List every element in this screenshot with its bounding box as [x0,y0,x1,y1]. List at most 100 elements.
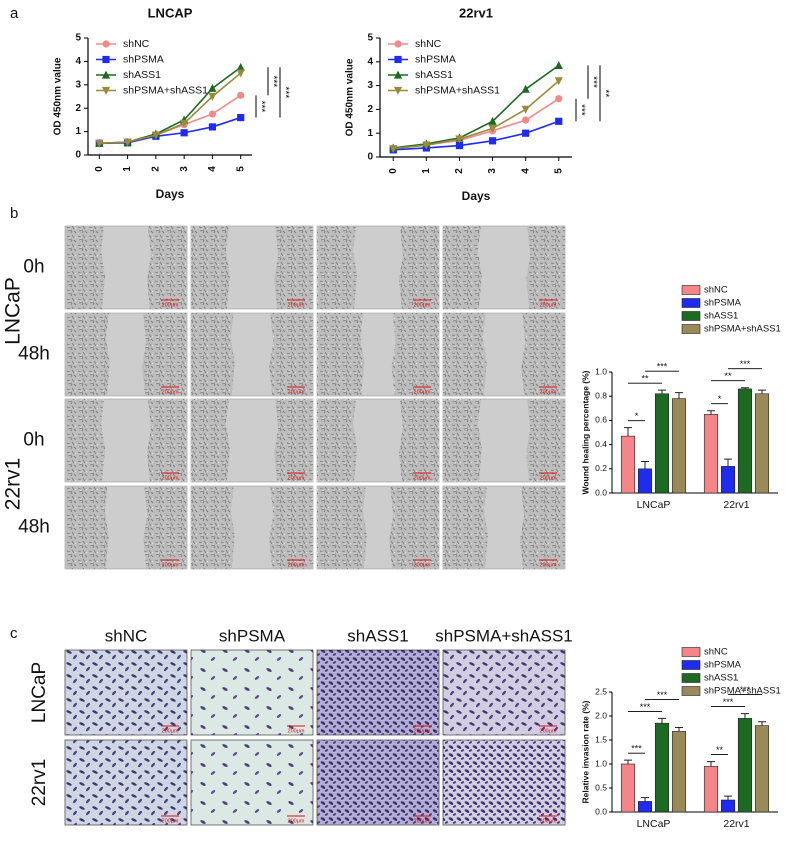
cell-front [274,399,313,482]
cell-front [65,486,109,569]
legend-label: shPSMA [415,53,456,65]
legend-swatch [681,673,701,683]
y-tick-label: 1 [75,126,81,137]
significance-label: *** [657,690,668,700]
cell-front [274,226,313,309]
bar [720,466,736,494]
significance-label: *** [575,104,586,116]
column-title: shASS1 [347,626,408,645]
group-label: LNCaP [2,277,25,345]
scale-bar-label: 200μm [288,389,305,395]
error-bar [741,713,749,719]
marker [180,129,188,137]
significance-label: *** [587,76,598,88]
stained-cells [65,740,187,825]
series-line [393,120,560,151]
error-bar [675,727,683,732]
y-axis-title: OD 450nm value [345,58,356,136]
time-label: 0h [23,430,44,451]
marker [455,135,464,144]
series-line [393,64,560,149]
y-tick-label: 2 [367,104,373,115]
significance-label: *** [255,101,266,113]
scale-bar-label: 200μm [162,389,179,395]
series-line [99,72,242,145]
legend-swatch [681,298,701,308]
y-axis-title: Relative invasion rate (%) [580,700,590,803]
marker [522,129,530,137]
bar [737,718,753,813]
cell-front [398,226,439,309]
significance-label: *** [740,685,751,695]
stained-cells [191,740,313,825]
significance-label: *** [657,362,668,372]
cell-front [526,226,565,309]
marker [208,83,217,92]
series-line [99,66,242,145]
cell-front [146,226,187,309]
marker [488,124,497,133]
marker [180,119,189,128]
scale-bar-label: 200μm [414,728,431,734]
x-tick-label: LNCaP [637,818,671,830]
marker [236,62,245,71]
marker [393,86,403,95]
cell-front [389,486,439,569]
x-tick-label: 0 [388,168,399,174]
x-tick-label: 3 [179,166,190,172]
scale-bar-label: 200μm [540,728,557,734]
error-bar [707,410,715,415]
legend-label: shASS1 [704,311,738,322]
cell-front [191,313,235,396]
stained-cells [65,650,187,735]
x-tick-label: 1 [122,166,133,172]
marker [521,84,530,93]
scale-bar-label: 200μm [414,562,431,568]
cell-front [142,313,187,396]
panel-label: b [10,205,18,222]
x-tick-label: LNCaP [637,499,671,511]
marker [422,141,431,150]
cell-front [191,486,235,569]
scale-bar-label: 200μm [162,302,179,308]
scale-bar-label: 200μm [414,818,431,824]
error-bar [758,389,766,394]
cell-front [526,399,565,482]
group-label: 22rv1 [2,458,25,511]
cell-front [143,486,187,569]
y-tick-label: 2.5 [595,686,607,696]
significance-label: *** [631,744,642,754]
time-label: 48h [18,517,50,538]
error-bar [724,458,732,467]
marker [555,95,563,103]
x-tick-label: 22rv1 [723,499,749,511]
scale-bar-label: 200μm [162,475,179,481]
cell-front [65,313,110,396]
y-tick-label: 0.2 [595,463,607,473]
scale-bar-label: 200μm [414,302,431,308]
marker [95,139,104,148]
marker [394,55,402,64]
bar [754,725,770,813]
marker [102,55,110,64]
legend-label: shPSMA [704,298,742,309]
cell-front [191,399,230,482]
bar [703,414,719,494]
marker [554,77,563,86]
legend-label: shASS1 [415,69,453,81]
series-line [393,80,560,150]
panel-label: c [10,625,18,642]
x-axis-title: Days [156,187,185,201]
y-tick-label: 2.0 [595,710,607,720]
scale-bar-label: 200μm [414,475,431,481]
y-tick-label: 0.0 [595,806,607,816]
error-bar [758,721,766,726]
marker [236,69,245,78]
marker [151,131,160,140]
y-tick-label: 1.0 [595,758,607,768]
scale-bar-label: 200μm [540,302,557,308]
legend-label: shNC [704,647,728,658]
column-title: shPSMA [219,626,286,645]
y-tick-label: 0.0 [595,487,607,497]
